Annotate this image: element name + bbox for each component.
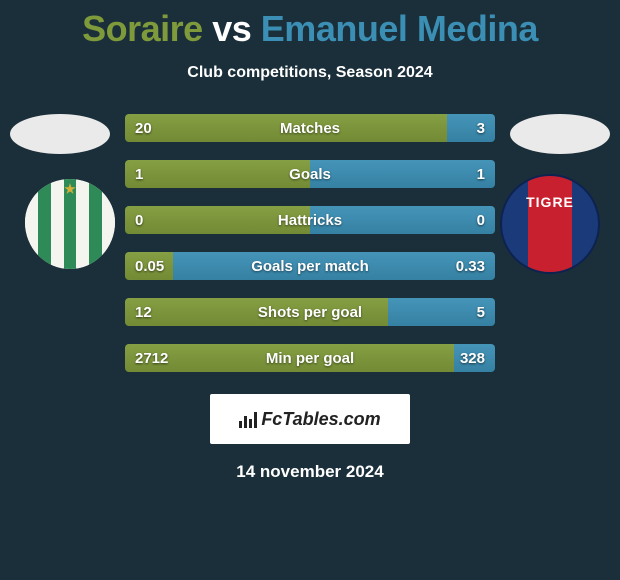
stat-bar: 125Shots per goal <box>125 298 495 326</box>
comparison-content: TIGRE 203Matches 11Goals 00Hattricks 0.050.… <box>0 114 620 372</box>
stat-label: Min per goal <box>125 344 495 372</box>
page-title: Soraire vs Emanuel Medina <box>0 0 620 50</box>
title-player-right: Emanuel Medina <box>261 8 538 49</box>
date-label: 14 november 2024 <box>0 462 620 482</box>
stat-label: Shots per goal <box>125 298 495 326</box>
title-vs: vs <box>212 8 251 49</box>
logo-text: FcTables.com <box>261 409 380 430</box>
stat-bars: 203Matches 11Goals 00Hattricks 0.050.33Goal… <box>125 114 495 372</box>
tigre-crest-label: TIGRE <box>502 194 598 210</box>
tigre-band <box>528 176 572 272</box>
stat-label: Matches <box>125 114 495 142</box>
club-badge-left <box>20 174 120 274</box>
stat-label: Goals per match <box>125 252 495 280</box>
player-avatar-right <box>510 114 610 154</box>
player-avatar-left <box>10 114 110 154</box>
source-logo: FcTables.com <box>210 394 410 444</box>
tigre-crest-icon: TIGRE <box>500 174 600 274</box>
stat-bar: 11Goals <box>125 160 495 188</box>
banfield-crest-icon <box>25 179 115 269</box>
stat-bar: 2712328Min per goal <box>125 344 495 372</box>
stat-label: Goals <box>125 160 495 188</box>
stat-bar: 0.050.33Goals per match <box>125 252 495 280</box>
stat-bar: 00Hattricks <box>125 206 495 234</box>
subtitle: Club competitions, Season 2024 <box>0 64 620 82</box>
logo-bars-icon <box>239 410 257 428</box>
stat-label: Hattricks <box>125 206 495 234</box>
club-badge-right: TIGRE <box>500 174 600 274</box>
fctables-logo: FcTables.com <box>239 409 380 430</box>
title-player-left: Soraire <box>82 8 203 49</box>
stat-bar: 203Matches <box>125 114 495 142</box>
